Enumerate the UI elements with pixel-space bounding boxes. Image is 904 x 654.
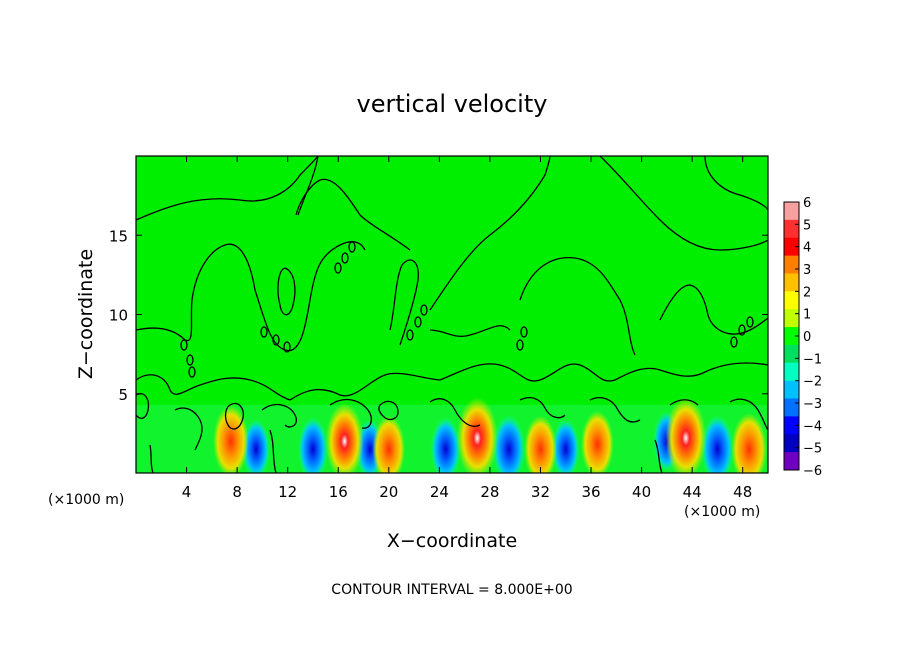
downdraft-core (242, 419, 270, 473)
x-tick-label: 36 (581, 483, 600, 501)
colorbar-swatch (784, 291, 799, 310)
updraft-core (372, 415, 405, 473)
plot-area (136, 156, 768, 473)
colorbar-tick-label: 1 (803, 308, 811, 323)
x-unit-right: (×1000 m) (684, 504, 760, 520)
colorbar-tick-label: −3 (803, 397, 822, 412)
y-tick-label: 10 (109, 307, 128, 325)
colorbar-tick-label: 4 (803, 241, 811, 256)
updraft-core (213, 405, 249, 473)
updraft-core (731, 413, 767, 473)
x-tick-label: 24 (430, 483, 449, 501)
colorbar-tick-label: −5 (803, 442, 822, 457)
colorbar-swatch (784, 380, 799, 400)
colorbar-swatch (784, 434, 799, 453)
contour-interval-note: CONTOUR INTERVAL = 8.000E+00 (331, 582, 572, 598)
y-tick-label: 15 (109, 227, 128, 245)
y-tick-label: 5 (118, 386, 128, 404)
updraft-core (665, 397, 707, 473)
x-tick-label: 4 (182, 483, 192, 501)
colorbar-swatch (784, 344, 799, 364)
y-axis-label: Z−coordinate (75, 249, 97, 379)
downdraft-core (552, 419, 580, 473)
updraft-core (325, 402, 364, 473)
colorbar-swatch (784, 416, 799, 435)
colorbar-swatch (784, 398, 799, 417)
colorbar-tick-label: 0 (803, 330, 811, 345)
colorbar-swatch (784, 452, 799, 471)
colorbar-swatch (784, 237, 799, 257)
colorbar: 6 5 4 3 2 1 0 −1 −2 −3 −4 −5 −6 (783, 196, 822, 479)
colorbar-tick-label: 6 (803, 196, 811, 211)
colorbar-swatch (784, 309, 799, 328)
x-tick-label: 12 (278, 483, 297, 501)
colorbar-tick-label: 5 (803, 218, 811, 233)
colorbar-swatch (784, 327, 799, 346)
updraft-core (524, 415, 557, 473)
x-axis-label: X−coordinate (387, 530, 517, 552)
downdraft-core (701, 415, 734, 473)
x-tick-label: 16 (329, 483, 348, 501)
downdraft-core (430, 417, 461, 473)
colorbar-tick-label: −4 (803, 419, 822, 434)
downdraft-core (492, 415, 525, 473)
x-tick-label: 28 (480, 483, 499, 501)
downdraft-core (298, 417, 328, 473)
x-tick-label: 48 (733, 483, 752, 501)
colorbar-swatch (784, 219, 799, 239)
colorbar-tick-label: −2 (803, 375, 822, 390)
colorbar-swatch (784, 255, 799, 274)
x-tick-label: 40 (632, 483, 651, 501)
updraft-core (581, 410, 614, 473)
x-tick-label: 8 (232, 483, 242, 501)
colorbar-tick-label: −1 (803, 352, 822, 367)
colorbar-tick-label: 3 (803, 263, 811, 278)
updraft-core (456, 397, 498, 473)
chart-title: vertical velocity (357, 90, 548, 118)
x-unit-left: (×1000 m) (48, 492, 124, 508)
colorbar-swatch (784, 273, 799, 292)
x-tick-label: 20 (379, 483, 398, 501)
x-tick-label: 32 (531, 483, 550, 501)
colorbar-tick-label: −6 (803, 464, 822, 479)
contour-lines (136, 156, 768, 473)
x-tick-label: 44 (683, 483, 702, 501)
colorbar-tick-label: 2 (803, 285, 811, 300)
colorbar-swatch (784, 202, 799, 221)
colorbar-swatch (784, 362, 799, 382)
